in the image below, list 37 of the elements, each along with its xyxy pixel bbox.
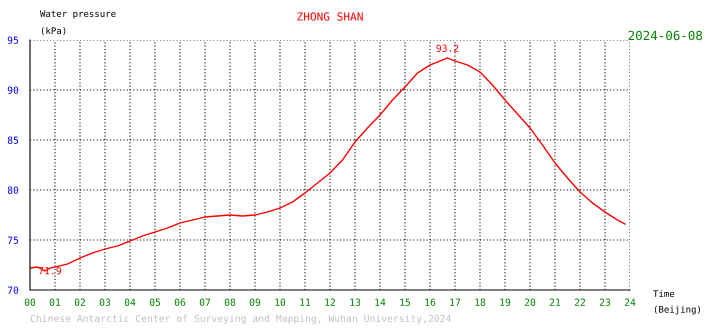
x-tick-label: 05 — [150, 298, 160, 306]
x-tick-label: 22 — [574, 298, 586, 306]
x-tick-label: 06 — [174, 298, 186, 306]
x-tick-label: 24 — [624, 298, 636, 306]
y-tick-label: 95 — [8, 36, 18, 44]
x-tick-label: 18 — [475, 298, 486, 306]
x-tick-label: 15 — [400, 298, 410, 306]
x-axis-title: Time (Beijing) — [653, 290, 700, 315]
x-tick-label: 21 — [550, 298, 560, 306]
x-tick-label: 23 — [600, 298, 610, 306]
x-tick-label: 09 — [250, 298, 260, 306]
x-tick-label: 14 — [375, 298, 386, 306]
annotation: 93.2 — [436, 44, 458, 52]
x-tick-label: 11 — [300, 298, 310, 306]
y-tick-label: 80 — [8, 186, 18, 194]
x-tick-label: 20 — [524, 298, 536, 306]
y-axis-title: Water pressure (kPa) — [40, 10, 116, 36]
x-tick-label: 19 — [500, 298, 510, 306]
y-tick-label: 70 — [8, 286, 18, 294]
x-tick-label: 08 — [224, 298, 236, 306]
x-tick-label: 17 — [450, 298, 460, 306]
text: 2024-06-08 — [628, 30, 702, 40]
x-tick-label: 01 — [50, 298, 60, 306]
y-tick-label: 75 — [8, 236, 18, 244]
y-tick-label: 90 — [8, 86, 18, 94]
x-tick-label: 10 — [275, 298, 286, 306]
x-tick-label: 13 — [350, 298, 360, 306]
x-tick-label: 07 — [200, 298, 210, 306]
x-tick-label: 12 — [325, 298, 336, 306]
text: Chinese Antarctic Center of Surveying and Mapping, Wuhan University,2024 — [30, 314, 451, 324]
chart-title: ZHONG SHAN — [297, 12, 363, 21]
y-tick-label: 85 — [8, 136, 18, 144]
x-tick-label: 16 — [425, 298, 436, 306]
x-tick-label: 02 — [74, 298, 86, 306]
x-tick-label: 00 — [24, 298, 36, 306]
x-tick-label: 04 — [124, 298, 136, 306]
x-tick-label: 03 — [100, 298, 110, 306]
